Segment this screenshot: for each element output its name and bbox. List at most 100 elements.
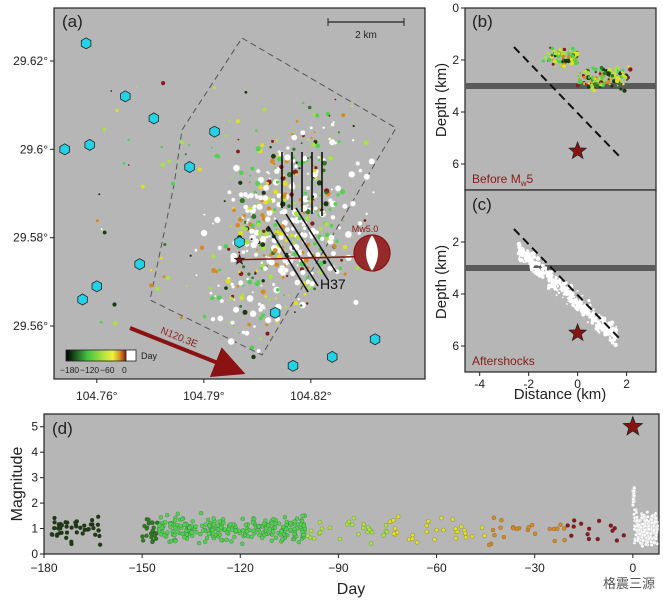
epicenter xyxy=(278,234,284,241)
epicenter xyxy=(287,204,291,209)
event-point xyxy=(240,516,245,521)
hypocenter xyxy=(622,82,625,84)
epicenter xyxy=(249,345,255,350)
hypocenter xyxy=(567,292,572,296)
epicenter xyxy=(217,315,224,322)
panel-a-letter: (a) xyxy=(62,12,83,31)
event-point xyxy=(217,532,223,537)
hypocenter xyxy=(523,261,525,264)
aftershock-point xyxy=(632,527,637,532)
epicenter xyxy=(232,324,235,327)
epicenter xyxy=(340,258,343,262)
epicenter xyxy=(306,203,309,207)
epicenter xyxy=(249,310,257,318)
hypocenter xyxy=(538,261,540,264)
event-point xyxy=(141,538,146,543)
epicenter xyxy=(254,193,258,197)
epicenter xyxy=(342,220,345,223)
epicenter xyxy=(177,161,180,164)
event-point xyxy=(150,539,155,545)
event-point xyxy=(266,523,271,528)
epicenter xyxy=(345,254,352,262)
event-point xyxy=(526,524,531,530)
event-point xyxy=(453,526,458,531)
hypocenter xyxy=(610,84,614,88)
event-point xyxy=(205,535,210,541)
panel-a-x-ticks: 104.76° 104.79° 104.82° xyxy=(76,379,332,403)
epicenter xyxy=(266,181,269,185)
event-point xyxy=(498,525,503,530)
aftershock-point xyxy=(634,533,638,537)
event-point xyxy=(157,523,162,528)
event-point xyxy=(439,515,444,521)
epicenter xyxy=(127,138,130,142)
epicenter xyxy=(271,282,276,287)
event-point xyxy=(269,538,274,543)
panel-d-x-ticks: −180 −150 −120 −90 −60 −30 0 xyxy=(30,554,636,575)
epicenter xyxy=(313,131,316,134)
epicenter xyxy=(185,285,188,287)
x-tick-label: -2 xyxy=(523,377,534,391)
y-tick-label: 4 xyxy=(452,105,459,119)
epicenter xyxy=(211,254,216,259)
event-point xyxy=(203,522,208,527)
hypocenter xyxy=(550,46,555,51)
aftershock-point xyxy=(653,519,658,524)
event-point xyxy=(228,522,233,527)
epicenter xyxy=(300,130,306,136)
epicenter xyxy=(293,164,298,169)
event-point xyxy=(273,535,278,540)
epicenter xyxy=(232,306,240,313)
epicenter xyxy=(307,197,311,201)
epicenter xyxy=(328,234,335,241)
y-tick-label: 29.62° xyxy=(13,54,48,68)
event-point xyxy=(211,516,216,521)
epicenter xyxy=(254,271,257,274)
aftershock-point xyxy=(631,503,635,507)
y-tick-label: 4 xyxy=(452,287,459,301)
hypocenter xyxy=(582,75,587,80)
event-point xyxy=(78,525,83,530)
event-point xyxy=(361,522,366,527)
y-tick-label: 29.58° xyxy=(13,231,48,245)
hypocenter xyxy=(530,251,535,256)
event-point xyxy=(267,527,272,532)
event-point xyxy=(262,521,267,527)
epicenter xyxy=(217,284,220,288)
epicenter xyxy=(253,252,259,257)
event-point xyxy=(165,512,170,518)
panel-d-ylabel: Magnitude xyxy=(9,447,26,522)
event-point xyxy=(229,527,234,532)
epicenter xyxy=(312,112,316,116)
colorbar xyxy=(65,349,127,362)
hypocenter xyxy=(597,322,602,328)
epicenter xyxy=(351,138,355,142)
epicenter xyxy=(297,161,302,166)
aftershock-point xyxy=(641,538,645,543)
aftershock-point xyxy=(646,515,650,519)
seismic-station-icon xyxy=(209,125,220,138)
epicenter xyxy=(167,159,171,164)
epicenter xyxy=(227,190,232,195)
event-point xyxy=(455,529,460,535)
epicenter xyxy=(337,140,341,144)
hypocenter xyxy=(516,241,522,247)
hypocenter xyxy=(545,270,549,274)
epicenter xyxy=(315,143,321,149)
epicenter xyxy=(188,144,191,146)
event-point xyxy=(434,527,439,533)
event-point xyxy=(480,525,485,530)
mainshock-star xyxy=(568,322,588,342)
hypocenter xyxy=(608,77,611,79)
epicenter xyxy=(262,194,269,202)
epicenter xyxy=(330,250,337,257)
epicenter xyxy=(355,161,361,166)
epicenter xyxy=(287,294,290,297)
y-tick-label: 4 xyxy=(31,445,38,459)
event-point xyxy=(309,528,314,533)
hypocenter xyxy=(569,299,573,303)
hypocenter xyxy=(561,60,564,63)
hypocenter xyxy=(543,266,548,270)
epicenter xyxy=(256,203,263,211)
event-point xyxy=(74,524,79,529)
